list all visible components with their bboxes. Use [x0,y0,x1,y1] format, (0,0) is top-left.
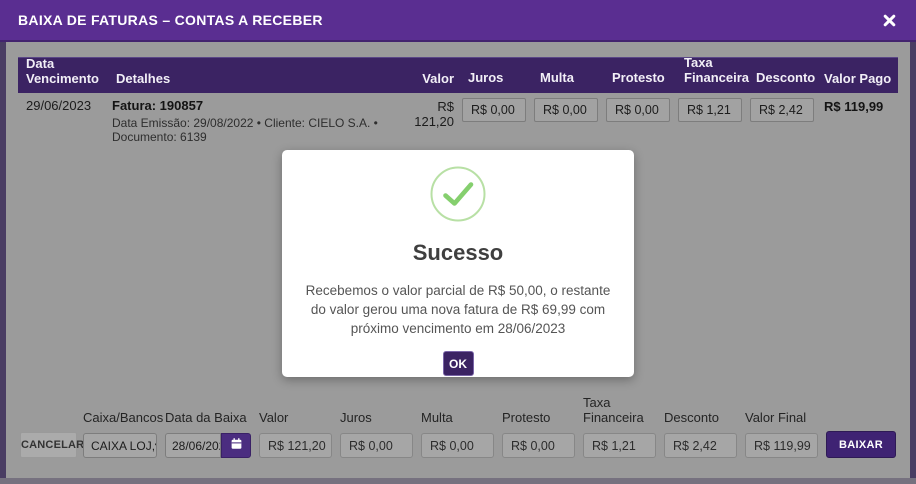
table-header-row: Data Vencimento Detalhes Valor Juros Mul… [18,55,898,93]
window-frame-bottom [0,478,916,484]
col-header-juros: Juros [468,70,504,86]
caixa-bancos-select[interactable]: CAIXA LOJ, [83,433,157,458]
data-baixa-label: Data da Baixa [165,410,247,426]
settlement-form: CANCELAR Caixa/Bancos CAIXA LOJ, Data da… [20,395,896,458]
taxa-financeira-label: Taxa Financeira [583,395,644,426]
cell-detalhes: Fatura: 190857 Data Emissão: 29/08/2022 … [112,98,396,144]
cancel-button[interactable]: CANCELAR [20,432,84,458]
row-desconto-input[interactable] [750,98,814,122]
col-header-valor-pago: Valor Pago [824,71,892,86]
juros-label: Juros [340,410,372,426]
multa-label: Multa [421,410,453,426]
desconto-label: Desconto [664,410,719,426]
window-frame-right [910,42,916,484]
row-juros-input[interactable] [462,98,526,122]
col-header-desconto: Desconto [756,70,816,86]
col-header-multa: Multa [540,70,574,86]
close-icon[interactable] [883,14,896,27]
cell-valor: R$ 121,20 [414,99,454,129]
juros-input[interactable] [340,433,413,458]
dialog-message: Recebemos o valor parcial de R$ 50,00, o… [305,283,611,337]
protesto-label: Protesto [502,410,551,426]
taxa-financeira-input[interactable] [583,433,656,458]
valor-final-input[interactable] [745,433,818,458]
success-dialog: Sucesso Recebemos o valor parcial de R$ … [282,150,634,377]
col-header-valor: Valor [422,71,454,86]
dialog-title: Sucesso [412,240,504,265]
col-header-protesto: Protesto [612,70,665,86]
row-protesto-input[interactable] [606,98,670,122]
invoice-row: 29/06/2023 Fatura: 190857 Data Emissão: … [18,93,898,144]
calendar-icon [230,437,243,455]
window-frame-left [0,42,6,484]
cell-valor-pago: R$ 119,99 [824,99,884,114]
protesto-input[interactable] [502,433,575,458]
row-multa-input[interactable] [534,98,598,122]
valor-input[interactable] [259,433,332,458]
calendar-button[interactable] [221,433,251,458]
chevron-down-icon [155,439,156,453]
data-baixa-input[interactable] [165,433,221,458]
window-title: BAIXA DE FATURAS – CONTAS A RECEBER [18,12,323,28]
fatura-details: Data Emissão: 29/08/2022 • Cliente: CIEL… [112,116,378,144]
row-taxa-financeira-input[interactable] [678,98,742,122]
success-check-icon [429,165,487,228]
caixa-bancos-value: CAIXA LOJ, [91,438,156,453]
multa-input[interactable] [421,433,494,458]
col-header-taxa-financeira: Taxa Financeira [684,55,750,86]
fatura-number: Fatura: 190857 [112,98,204,113]
caixa-bancos-label: Caixa/Bancos [83,410,164,426]
col-header-data-vencimento: Data Vencimento [26,56,99,86]
valor-label: Valor [259,410,289,426]
baixar-button[interactable]: BAIXAR [826,431,896,458]
invoices-table: Data Vencimento Detalhes Valor Juros Mul… [18,55,898,144]
valor-final-label: Valor Final [745,410,807,426]
titlebar: BAIXA DE FATURAS – CONTAS A RECEBER [0,0,916,42]
cell-data-vencimento: 29/06/2023 [26,98,92,113]
ok-button[interactable]: OK [442,351,474,377]
desconto-input[interactable] [664,433,737,458]
col-header-detalhes: Detalhes [116,71,171,86]
